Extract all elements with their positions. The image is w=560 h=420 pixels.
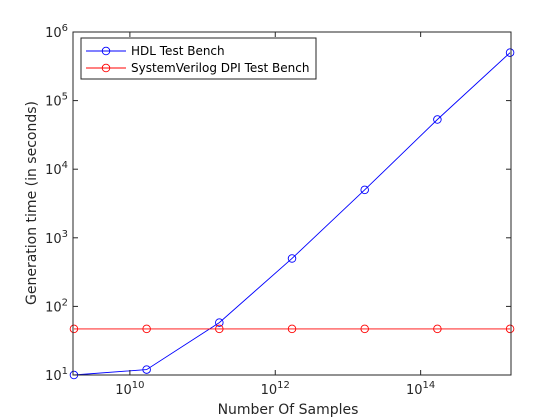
series-point-2	[505, 324, 515, 334]
series-point-1	[433, 115, 442, 124]
x-tick-label-base: 10	[261, 383, 278, 398]
y-tick-label-exponent: 3	[62, 229, 68, 240]
series-point-1	[142, 365, 151, 374]
series-point-2	[360, 324, 369, 334]
x-tick-label: 1010	[115, 380, 144, 398]
legend-label-2: SystemVerilog DPI Test Bench	[131, 61, 309, 75]
y-tick-label-exponent: 2	[62, 297, 68, 308]
x-tick-label-exponent: 14	[423, 380, 436, 391]
series-point-2	[433, 324, 442, 334]
y-tick-label-exponent: 4	[62, 160, 68, 171]
y-tick-label: 105	[45, 92, 68, 110]
axes-box	[72, 31, 512, 376]
y-tick-label: 106	[45, 23, 68, 41]
x-tick-label-exponent: 12	[277, 380, 290, 391]
y-axis-title: Generation time (in seconds)	[24, 101, 40, 305]
x-tick-label-base: 10	[115, 383, 132, 398]
y-tick-label-base: 10	[45, 300, 62, 315]
series-point-2	[142, 324, 151, 334]
y-tick-label: 104	[45, 160, 68, 178]
plot-area	[73, 32, 511, 375]
y-tick-label-exponent: 5	[62, 92, 68, 103]
series-point-1	[360, 185, 369, 195]
legend-box	[80, 37, 317, 80]
x-tick-label-exponent: 10	[132, 380, 145, 391]
legend-marker-2	[101, 63, 111, 73]
y-tick-label-exponent: 1	[62, 366, 68, 377]
axes-layer	[72, 31, 512, 376]
x-axis-title: Number Of Samples	[218, 402, 359, 418]
legend-label-1: HDL Test Bench	[131, 44, 225, 58]
x-tick-label: 1012	[261, 380, 290, 398]
y-tick-label: 101	[45, 366, 68, 384]
series-point-2	[287, 324, 297, 334]
y-tick-label: 102	[45, 297, 68, 315]
x-tick-label: 1014	[406, 380, 435, 398]
series-point-1	[287, 254, 297, 263]
y-tick-label: 103	[45, 229, 68, 247]
series-point-1	[215, 318, 224, 327]
series-point-2	[215, 324, 224, 334]
series-point-1	[505, 48, 515, 57]
legend: HDL Test Bench SystemVerilog DPI Test Ben…	[80, 37, 317, 80]
series-layer	[69, 48, 515, 380]
y-tick-label-base: 10	[45, 232, 62, 247]
legend-marker-1	[101, 46, 111, 56]
series-line-1	[73, 52, 511, 376]
y-tick-label-base: 10	[45, 369, 62, 384]
y-tick-label-base: 10	[45, 95, 62, 110]
x-tick-label-base: 10	[406, 383, 423, 398]
y-tick-label-exponent: 6	[62, 23, 68, 34]
y-tick-label-base: 10	[45, 26, 62, 41]
y-tick-label-base: 10	[45, 163, 62, 178]
series-point-2	[69, 324, 79, 334]
